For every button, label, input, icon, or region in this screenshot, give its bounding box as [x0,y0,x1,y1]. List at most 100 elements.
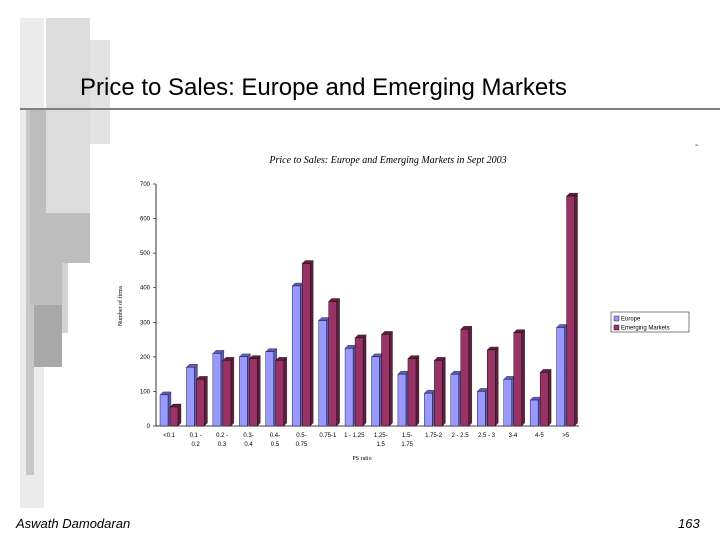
x-tick-label: 1.5- [402,433,412,439]
bar-side [230,356,235,427]
bar-emerging-markets [328,301,337,427]
x-tick-label: 1.25- [374,433,388,439]
bar-europe [344,348,354,427]
bar-europe [186,367,195,427]
bar-emerging-markets [434,360,443,427]
bar-emerging-markets [249,358,258,427]
bar-emerging-markets [407,358,417,427]
x-tick-label: 0.4- [270,433,280,439]
x-tick-label: 2 - 2.5 [452,433,470,439]
x-tick-label: 0.2 [191,442,200,448]
decor-bar-5 [46,18,90,213]
legend-swatch [613,315,620,322]
x-tick-label: 0.3- [243,433,253,439]
bar-emerging-markets [487,349,496,427]
bar-europe [159,394,169,427]
y-tick-label: 0 [147,424,151,430]
bar-side [177,403,182,427]
x-tick-label: 1.5 [377,442,386,448]
bar-europe [503,379,512,427]
y-tick-label: 400 [140,286,151,292]
bar-side [283,356,287,427]
chart-title: Price to Sales: Europe and Emerging Mark… [268,155,506,166]
x-tick-label: 0.1 - [190,433,202,439]
x-axis-label: PS ratio [352,456,371,462]
bar-emerging-markets [275,360,284,427]
bar-emerging-markets [566,195,575,427]
legend-swatch [613,324,620,331]
page-number: 163 [678,516,700,531]
bar-europe [397,373,407,427]
y-tick-label: 200 [140,355,151,361]
bar-europe [529,399,539,427]
plot-area: 0 100 200 300 400 500 600 700 <0.1 0.1 - 0.2 0.2 - 0… [140,182,579,448]
legend-box [610,311,690,333]
bar-europe [424,392,433,427]
title-rule [20,108,720,110]
x-tick-label: 0.75 [296,442,308,448]
bar-emerging-markets [301,263,311,427]
x-tick-label: 0.75-1 [319,433,337,439]
bar-side [547,369,552,427]
x-tick-label: >5 [562,433,570,439]
corner-mark: - [695,140,699,151]
bar-side [442,356,446,427]
bar-europe [318,320,327,427]
bar-emerging-markets [460,329,470,427]
bar-emerging-markets [222,360,232,427]
bar-europe [212,353,222,427]
bar-side [257,355,261,427]
bar-side [574,192,578,427]
x-tick-label: 2.5 - 3 [478,433,496,439]
x-tick-label: 1.75-2 [425,433,443,439]
bar-europe [371,356,380,427]
decor-bar-8 [90,40,110,144]
author-footer: Aswath Damodaran [16,516,131,531]
x-tick-label: 0.4 [244,442,253,448]
bar-europe [239,356,248,427]
y-axis-label: Number of firms [117,285,124,326]
bar-side [310,260,314,427]
decor-bar-4 [34,305,62,367]
bar-side [415,355,420,427]
bar-emerging-markets [196,379,205,427]
x-tick-label: 0.5- [296,433,306,439]
y-tick-label: 300 [140,320,151,326]
legend-entry: Europe [621,317,641,323]
bar-side [362,334,367,427]
bar-side [336,298,340,427]
x-tick-label: 1 - 1.25 [344,433,365,439]
x-tick-label: <0.1 [163,433,176,439]
bar-europe [556,327,565,427]
x-tick-label: 0.3 [218,442,227,448]
legend: Europe Emerging Markets [610,311,690,333]
y-tick-label: 500 [140,251,151,257]
bar-emerging-markets [513,332,522,427]
bar-side [468,325,472,427]
x-tick-label: 4-5 [535,433,544,439]
bar-side [521,329,525,427]
decor-bar-7 [62,263,68,333]
y-tick-label: 600 [140,217,151,223]
x-tick-label: 0.5 [271,442,280,448]
bar-europe [291,285,301,427]
bar-europe [477,391,486,427]
x-tick-label: 0.2 - [216,433,228,439]
bar-emerging-markets [354,337,364,427]
legend-entry: Emerging Markets [621,326,670,332]
y-tick-label: 700 [140,182,151,188]
bar-side [389,331,393,427]
bar-europe [265,351,274,427]
y-tick-label: 100 [140,389,151,395]
bar-europe [450,373,460,427]
bar-side [204,375,208,427]
x-tick-label: 1.75 [401,442,413,448]
bar-side [495,346,499,427]
bar-emerging-markets [381,334,390,427]
x-tick-label: 3-4 [509,433,518,439]
bar-emerging-markets [539,372,549,427]
bar-emerging-markets [169,406,179,427]
decor-bar-6 [56,213,90,263]
slide-title: Price to Sales: Europe and Emerging Mark… [80,74,567,101]
